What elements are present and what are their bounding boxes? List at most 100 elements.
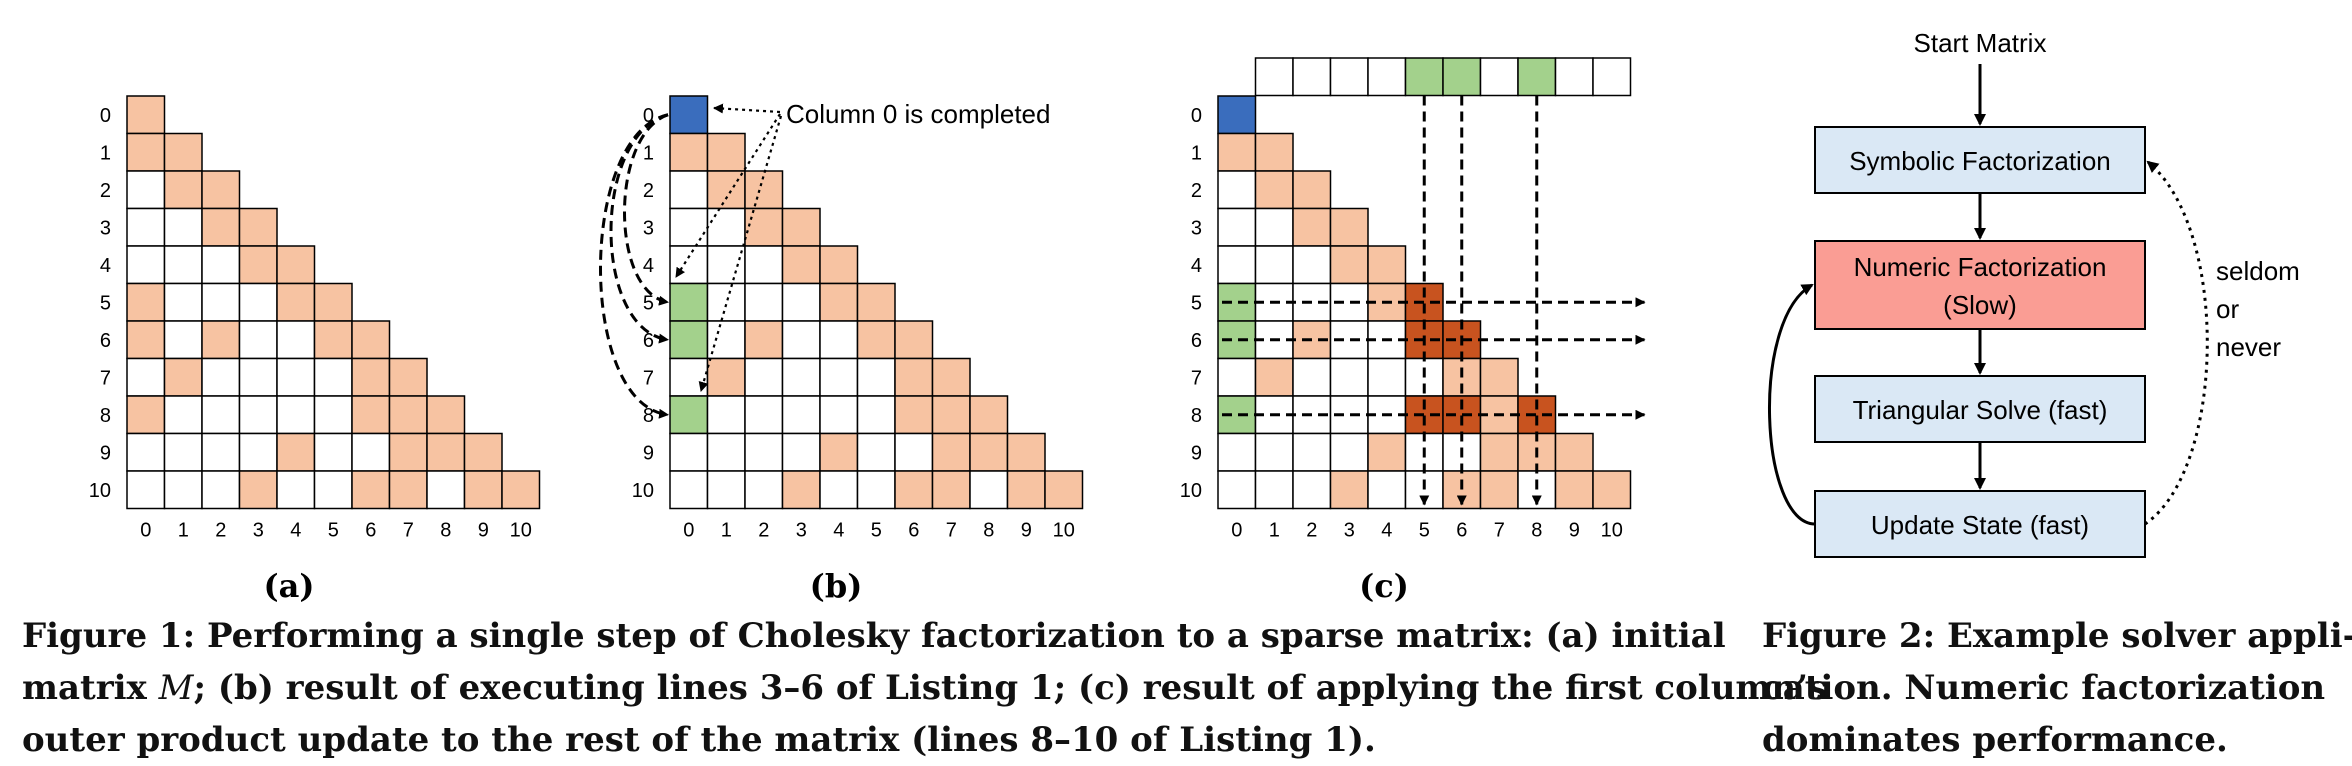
row-label-10: 10 (632, 480, 654, 502)
matrix-cell-r7-c7 (1479, 357, 1519, 397)
matrix-cell-r6-c6 (351, 320, 391, 360)
matrix-cell-r6-c3 (781, 320, 821, 360)
col-label-8: 8 (983, 520, 994, 542)
col-label-3: 3 (1344, 520, 1355, 542)
matrix-cell-r5-c4 (819, 282, 859, 322)
col-label-2: 2 (215, 520, 226, 542)
matrix-cell-r10-c9 (1554, 470, 1594, 510)
col-label-5: 5 (1419, 520, 1430, 542)
matrix-cell-r0-c0 (1217, 95, 1257, 135)
matrix-cell-r3-c0 (1217, 207, 1257, 247)
row-label-8: 8 (100, 405, 111, 427)
matrix-cell-r2-c0 (126, 170, 166, 210)
row-label-6: 6 (1191, 330, 1202, 352)
matrix-cell-r10-c10 (1044, 470, 1084, 510)
matrix-symbol: M (158, 668, 194, 708)
matrix-cell-r3-c3 (781, 207, 821, 247)
matrix-cell-r10-c2 (744, 470, 784, 510)
col-label-6: 6 (1456, 520, 1467, 542)
matrix-cell-r9-c7 (931, 432, 971, 472)
numeric-factorization-box (1814, 240, 2146, 330)
row-label-1: 1 (643, 142, 654, 164)
matrix-cell-r8-c5 (856, 395, 896, 435)
matrix-cell-r6-c1 (706, 320, 746, 360)
top-vector-cell-1 (1254, 57, 1294, 97)
col-label-6: 6 (908, 520, 919, 542)
never-label: never (2216, 332, 2281, 362)
row-label-8: 8 (643, 405, 654, 427)
row-label-3: 3 (1191, 217, 1202, 239)
seldom-label: seldom (2216, 256, 2300, 286)
matrix-cell-r4-c2 (1292, 245, 1332, 285)
matrix-cell-r9-c5 (313, 432, 353, 472)
matrix-cell-r8-c7 (388, 395, 428, 435)
dashed-arrow-to-row-8 (599, 113, 669, 419)
matrix-cell-r6-c2 (201, 320, 241, 360)
top-vector-cell-5 (1404, 57, 1444, 97)
matrix-cell-r2-c1 (1254, 170, 1294, 210)
matrix-cell-r5-c2 (744, 282, 784, 322)
col-label-2: 2 (758, 520, 769, 542)
matrix-cell-r7-c1 (163, 357, 203, 397)
col-label-7: 7 (403, 520, 414, 542)
matrix-cell-r7-c7 (931, 357, 971, 397)
matrix-cell-r7-c6 (351, 357, 391, 397)
matrix-cell-r4-c1 (1254, 245, 1294, 285)
col-label-9: 9 (1569, 520, 1580, 542)
matrix-cell-r3-c0 (126, 207, 166, 247)
matrix-cell-r8-c3 (781, 395, 821, 435)
matrix-cell-r2-c0 (1217, 170, 1257, 210)
figure-1-caption: Figure 1: Performing a single step of Ch… (22, 610, 1827, 766)
triangular-solve-label: Triangular Solve (fast) (1853, 395, 2108, 425)
col-label-9: 9 (478, 520, 489, 542)
matrix-cell-r5-c1 (706, 282, 746, 322)
col-label-0: 0 (683, 520, 694, 542)
matrix-cell-r8-c6 (894, 395, 934, 435)
matrix-cell-r10-c2 (201, 470, 241, 510)
matrix-cell-r9-c4 (1367, 432, 1407, 472)
matrix-cell-r10-c5 (313, 470, 353, 510)
triangular-solve-box (1814, 375, 2146, 443)
matrix-cell-r6-c4 (819, 320, 859, 360)
matrix-cell-r2-c0 (669, 170, 709, 210)
matrix-cell-r6-c0 (126, 320, 166, 360)
matrix-cell-r4-c4 (276, 245, 316, 285)
figure-2-caption-line-3: dominates performance. (1762, 720, 2228, 760)
matrix-cell-r8-c2 (201, 395, 241, 435)
row-label-5: 5 (643, 292, 654, 314)
matrix-cell-r7-c4 (276, 357, 316, 397)
matrix-cell-r7-c0 (126, 357, 166, 397)
top-vector-cell-8 (1517, 57, 1557, 97)
matrix-cell-r9-c8 (969, 432, 1009, 472)
matrix-cell-r7-c4 (1367, 357, 1407, 397)
matrix-cell-r9-c1 (706, 432, 746, 472)
matrix-cell-r2-c2 (201, 170, 241, 210)
row-label-2: 2 (643, 180, 654, 202)
row-label-4: 4 (643, 255, 654, 277)
matrix-cell-r7-c2 (1292, 357, 1332, 397)
matrix-cell-r1-c0 (126, 132, 166, 172)
matrix-cell-r1-c1 (1254, 132, 1294, 172)
pointer-to-row-8 (698, 115, 783, 392)
matrix-cell-r10-c9 (1006, 470, 1046, 510)
matrix-cell-r6-c4 (276, 320, 316, 360)
matrix-cell-r9-c6 (351, 432, 391, 472)
matrix-cell-r3-c1 (706, 207, 746, 247)
matrix-cell-r10-c4 (276, 470, 316, 510)
matrix-cell-r6-c3 (238, 320, 278, 360)
matrix-cell-r7-c3 (238, 357, 278, 397)
matrix-cell-r1-c0 (1217, 132, 1257, 172)
row-label-2: 2 (1191, 180, 1202, 202)
matrix-cell-r8-c7 (931, 395, 971, 435)
col-label-0: 0 (140, 520, 151, 542)
matrix-panel-b: 0 1 2 3 4 5 6 7 8 9 10 0 1 2 3 4 5 6 7 8 9 10 Column 0 is comp… (599, 95, 1084, 542)
matrix-cell-r3-c2 (201, 207, 241, 247)
matrix-cell-r1-c1 (706, 132, 746, 172)
dashed-arrow-to-row-6 (609, 113, 669, 344)
matrix-cell-r7-c4 (819, 357, 859, 397)
matrix-cell-r7-c0 (1217, 357, 1257, 397)
row-label-6: 6 (643, 330, 654, 352)
top-vector-cell-2 (1292, 57, 1332, 97)
matrix-cell-r4-c0 (1217, 245, 1257, 285)
matrix-cell-r10-c0 (126, 470, 166, 510)
